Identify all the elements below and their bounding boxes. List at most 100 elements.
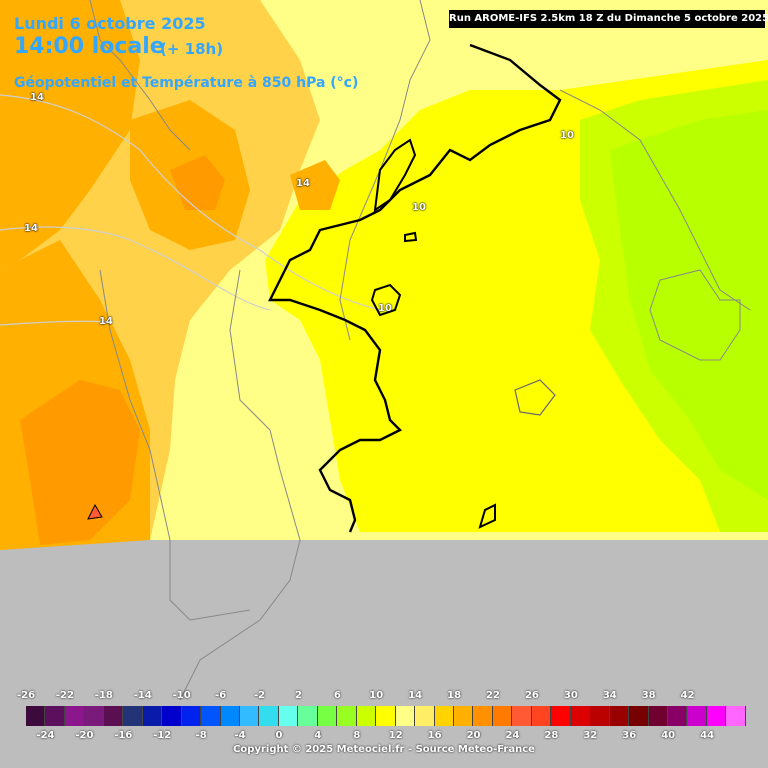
temperature-color-legend bbox=[26, 706, 746, 726]
legend-bottom-ticks: -24 -20 -16 -12 -8 -4 0 4 8 12 16 20 24 28 32 36 40 44 bbox=[0, 730, 768, 744]
field-warm-dark bbox=[20, 380, 140, 545]
legend-tick-label: 20 bbox=[466, 730, 481, 741]
legend-tick-label: 44 bbox=[700, 730, 715, 741]
coastline-2 bbox=[370, 283, 402, 317]
contour-line-3 bbox=[0, 320, 111, 326]
legend-tick-label: -26 bbox=[16, 690, 36, 701]
field-warm-orange-4 bbox=[290, 160, 340, 210]
legend-tick-label: 10 bbox=[369, 690, 384, 701]
legend-swatch bbox=[45, 706, 65, 726]
legend-swatch bbox=[181, 706, 202, 726]
legend-swatch bbox=[706, 706, 727, 726]
legend-tick-label: 12 bbox=[388, 730, 403, 741]
coastline bbox=[268, 43, 562, 533]
legend-swatch bbox=[239, 706, 260, 726]
legend-tick-label: 24 bbox=[505, 730, 520, 741]
legend-swatch bbox=[726, 706, 746, 726]
legend-top-ticks: -26 -22 -18 -14 -10 -6 -2 2 6 10 14 18 22 26 30 34 38 42 bbox=[0, 690, 768, 704]
legend-tick-label: 8 bbox=[353, 730, 361, 741]
legend-tick-label: -4 bbox=[234, 730, 246, 741]
marker bbox=[87, 503, 103, 520]
legend-swatch bbox=[376, 706, 396, 726]
legend-tick-label: 14 bbox=[408, 690, 423, 701]
legend-swatch bbox=[220, 706, 240, 726]
forecast-date: Lundi 6 octobre 2025 bbox=[14, 14, 206, 33]
border-line-3 bbox=[89, 0, 191, 151]
legend-tick-label: 4 bbox=[314, 730, 322, 741]
legend-tick-label: -6 bbox=[215, 690, 227, 701]
border-line-4 bbox=[179, 269, 301, 701]
legend-tick-label: 42 bbox=[680, 690, 695, 701]
legend-tick-label: -12 bbox=[153, 730, 172, 741]
legend-swatch bbox=[609, 706, 630, 726]
contour-label: 14 bbox=[24, 223, 38, 234]
legend-tick-label: -10 bbox=[172, 690, 191, 701]
legend-tick-label: 34 bbox=[602, 690, 617, 701]
legend-swatch bbox=[298, 706, 318, 726]
legend-swatch bbox=[337, 706, 357, 726]
legend-tick-label: 28 bbox=[544, 730, 559, 741]
legend-swatch bbox=[142, 706, 163, 726]
legend-swatch bbox=[648, 706, 668, 726]
legend-tick-label: 38 bbox=[641, 690, 656, 701]
legend-swatch bbox=[629, 706, 649, 726]
legend-tick-label: 30 bbox=[563, 690, 578, 701]
legend-swatch bbox=[395, 706, 416, 726]
legend-swatch bbox=[103, 706, 124, 726]
legend-tick-label: 22 bbox=[486, 690, 500, 701]
legend-swatch bbox=[570, 706, 591, 726]
coastline-3 bbox=[478, 503, 496, 529]
legend-swatch bbox=[259, 706, 279, 726]
legend-swatch bbox=[356, 706, 377, 726]
legend-swatch bbox=[531, 706, 552, 726]
legend-tick-label: -14 bbox=[133, 690, 152, 701]
legend-swatch bbox=[201, 706, 221, 726]
border-line-5 bbox=[99, 269, 251, 621]
legend-swatch bbox=[317, 706, 338, 726]
legend-swatch bbox=[473, 706, 493, 726]
contour-label: 10 bbox=[378, 303, 392, 314]
field-warm-orange bbox=[0, 0, 140, 270]
legend-tick-label: -2 bbox=[253, 690, 266, 701]
legend-tick-label: -16 bbox=[114, 730, 133, 741]
legend-swatch bbox=[278, 706, 299, 726]
legend-swatch bbox=[512, 706, 532, 726]
contour-label: 14 bbox=[296, 178, 310, 189]
lake-outline bbox=[404, 231, 418, 243]
legend-swatch bbox=[590, 706, 610, 726]
legend-swatch bbox=[415, 706, 435, 726]
legend-swatch bbox=[687, 706, 707, 726]
forecast-time: 14:00 locale bbox=[14, 34, 165, 59]
legend-tick-label: -22 bbox=[55, 690, 74, 701]
contour-label: 10 bbox=[560, 130, 574, 141]
legend-swatch bbox=[453, 706, 474, 726]
copyright: Copyright © 2025 Meteociel.fr - Source M… bbox=[233, 744, 535, 755]
legend-tick-label: -18 bbox=[94, 690, 113, 701]
legend-tick-label: 2 bbox=[294, 690, 302, 701]
legend-swatch bbox=[492, 706, 513, 726]
parameter-title: Géopotentiel et Température à 850 hPa (°… bbox=[14, 75, 359, 91]
legend-swatch bbox=[123, 706, 143, 726]
legend-tick-label: -24 bbox=[36, 730, 55, 741]
forecast-offset: (+ 18h) bbox=[160, 40, 224, 58]
field-green bbox=[610, 110, 768, 500]
run-info: Run AROME-IFS 2.5km 18 Z du Dimanche 5 o… bbox=[449, 10, 768, 28]
border-line-2 bbox=[559, 89, 751, 311]
legend-swatch bbox=[64, 706, 85, 726]
legend-tick-label: 16 bbox=[427, 730, 442, 741]
legend-swatch bbox=[26, 706, 46, 726]
legend-tick-label: 40 bbox=[661, 730, 676, 741]
legend-swatch bbox=[162, 706, 182, 726]
contour-label: 14 bbox=[30, 92, 44, 103]
legend-tick-label: 18 bbox=[447, 690, 462, 701]
coastline-4 bbox=[373, 138, 417, 213]
legend-tick-label: 0 bbox=[275, 730, 283, 741]
legend-swatch bbox=[667, 706, 688, 726]
border-line bbox=[339, 0, 431, 341]
legend-tick-label: 36 bbox=[622, 730, 637, 741]
contour-line bbox=[0, 94, 381, 311]
border-line-6 bbox=[649, 269, 741, 361]
contour-label: 10 bbox=[412, 202, 426, 213]
legend-tick-label: 32 bbox=[583, 730, 598, 741]
